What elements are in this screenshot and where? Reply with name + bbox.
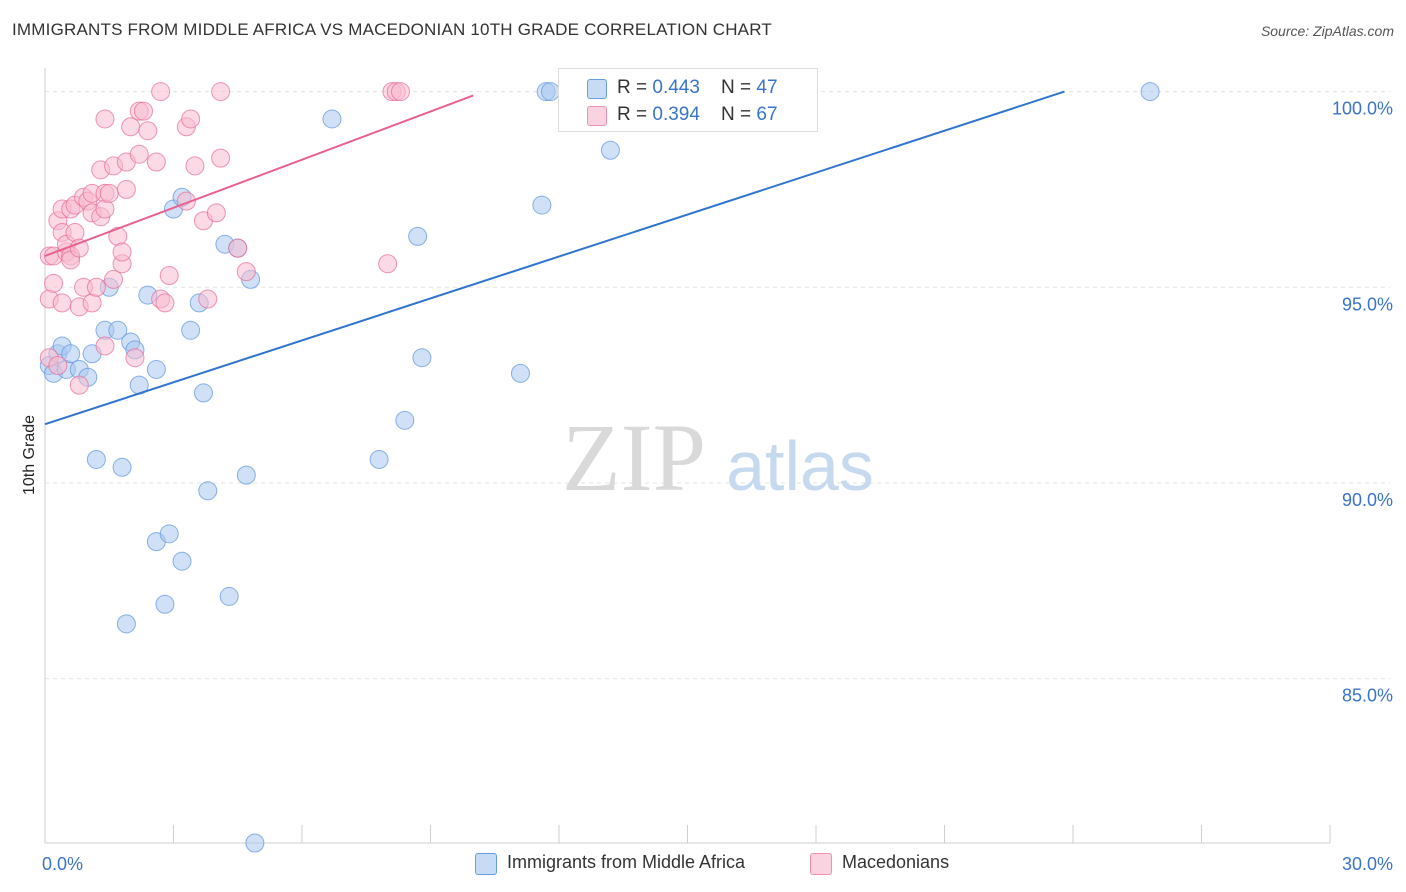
legend-r-label: R = [617, 77, 653, 98]
middle-africa-point [193, 383, 213, 403]
macedonian-point [211, 82, 231, 102]
middle-africa-point [181, 320, 201, 340]
middle-africa-point [155, 594, 175, 614]
middle-africa-point [116, 614, 136, 634]
source-label: Source: ZipAtlas.com [1260, 23, 1394, 39]
macedonian-point [48, 356, 68, 376]
macedonian-point [65, 222, 85, 242]
middle-africa-point [108, 320, 128, 340]
legend-r-value: 0.443 [652, 77, 700, 98]
middle-africa-point [219, 586, 239, 606]
watermark-zip: ZIP [562, 404, 706, 511]
legend-swatch-blue [587, 79, 607, 99]
legend-n-label: N = [721, 104, 757, 125]
macedonian-point [206, 203, 226, 223]
y-tick-label: 95.0% [1342, 294, 1393, 314]
macedonian-point [69, 238, 89, 258]
y-tick-label: 85.0% [1342, 686, 1393, 706]
bottom-legend-label: Macedonians [842, 852, 950, 872]
macedonian-point [121, 117, 141, 137]
data-points [39, 82, 1160, 853]
macedonian-point [155, 293, 175, 313]
middle-africa-point [322, 109, 342, 129]
macedonian-trend-line [44, 94, 474, 257]
middle-africa-point [1140, 82, 1160, 102]
macedonian-point [104, 269, 124, 289]
macedonian-point [116, 179, 136, 199]
legend-swatch-pink [587, 106, 607, 126]
chart-title: IMMIGRANTS FROM MIDDLE AFRICA VS MACEDON… [12, 20, 772, 39]
macedonian-point [134, 101, 154, 121]
macedonian-point [181, 109, 201, 129]
macedonian-point [69, 375, 89, 395]
middle-africa-point [412, 348, 432, 368]
y-tick-label: 100.0% [1332, 99, 1393, 119]
middle-africa-point [112, 457, 132, 477]
macedonian-point [95, 109, 115, 129]
middle-africa-point [245, 833, 265, 853]
middle-africa-point [369, 449, 389, 469]
middle-africa-point [236, 465, 256, 485]
bottom-legend-label: Immigrants from Middle Africa [507, 852, 746, 872]
macedonian-point [95, 199, 115, 219]
macedonian-point [211, 148, 231, 168]
macedonian-point [378, 254, 398, 274]
macedonian-point [125, 348, 145, 368]
watermark-atlas: atlas [726, 427, 874, 505]
trend-lines [44, 90, 1065, 426]
macedonian-point [44, 273, 64, 293]
macedonian-point [86, 277, 106, 297]
tick-labels: 100.0% 95.0% 90.0% 85.0% 0.0% 30.0% [42, 99, 1393, 874]
middle-africa-point [600, 140, 620, 160]
middle-africa-point [146, 359, 166, 379]
macedonian-point [138, 121, 158, 141]
macedonian-point [228, 238, 248, 258]
legend-r-value: 0.394 [652, 104, 700, 125]
macedonian-point [198, 289, 218, 309]
macedonian-point [112, 242, 132, 262]
macedonian-point [52, 293, 72, 313]
macedonian-point [129, 144, 149, 164]
middle-africa-point [395, 410, 415, 430]
macedonian-point [82, 293, 102, 313]
bottom-legend-swatch-pink [810, 853, 832, 875]
middle-africa-point [408, 226, 428, 246]
macedonian-point [151, 82, 171, 102]
middle-africa-point [532, 195, 552, 215]
macedonian-point [146, 152, 166, 172]
middle-africa-trend-line [44, 90, 1065, 426]
middle-africa-point [198, 481, 218, 501]
middle-africa-point [540, 82, 560, 102]
macedonian-point [185, 156, 205, 176]
legend-n-label: N = [721, 77, 757, 98]
middle-africa-point [172, 551, 192, 571]
stats-legend: R = 0.443 N = 47 R = 0.394 N = 67 [558, 68, 818, 132]
y-tick-label: 90.0% [1342, 490, 1393, 510]
macedonian-point [391, 82, 411, 102]
x-tick-label: 30.0% [1342, 854, 1393, 874]
macedonian-point [99, 183, 119, 203]
macedonian-point [95, 336, 115, 356]
middle-africa-point [159, 524, 179, 544]
middle-africa-point [510, 363, 530, 383]
middle-africa-point [86, 449, 106, 469]
legend-n-value: 67 [756, 104, 778, 125]
macedonian-point [159, 266, 179, 286]
legend-r-label: R = [617, 104, 653, 125]
x-tick-label: 0.0% [42, 854, 83, 874]
bottom-legend-swatch-blue [475, 853, 497, 875]
macedonian-point [236, 262, 256, 282]
middle-africa-point [61, 344, 81, 364]
legend-n-value: 47 [756, 77, 778, 98]
